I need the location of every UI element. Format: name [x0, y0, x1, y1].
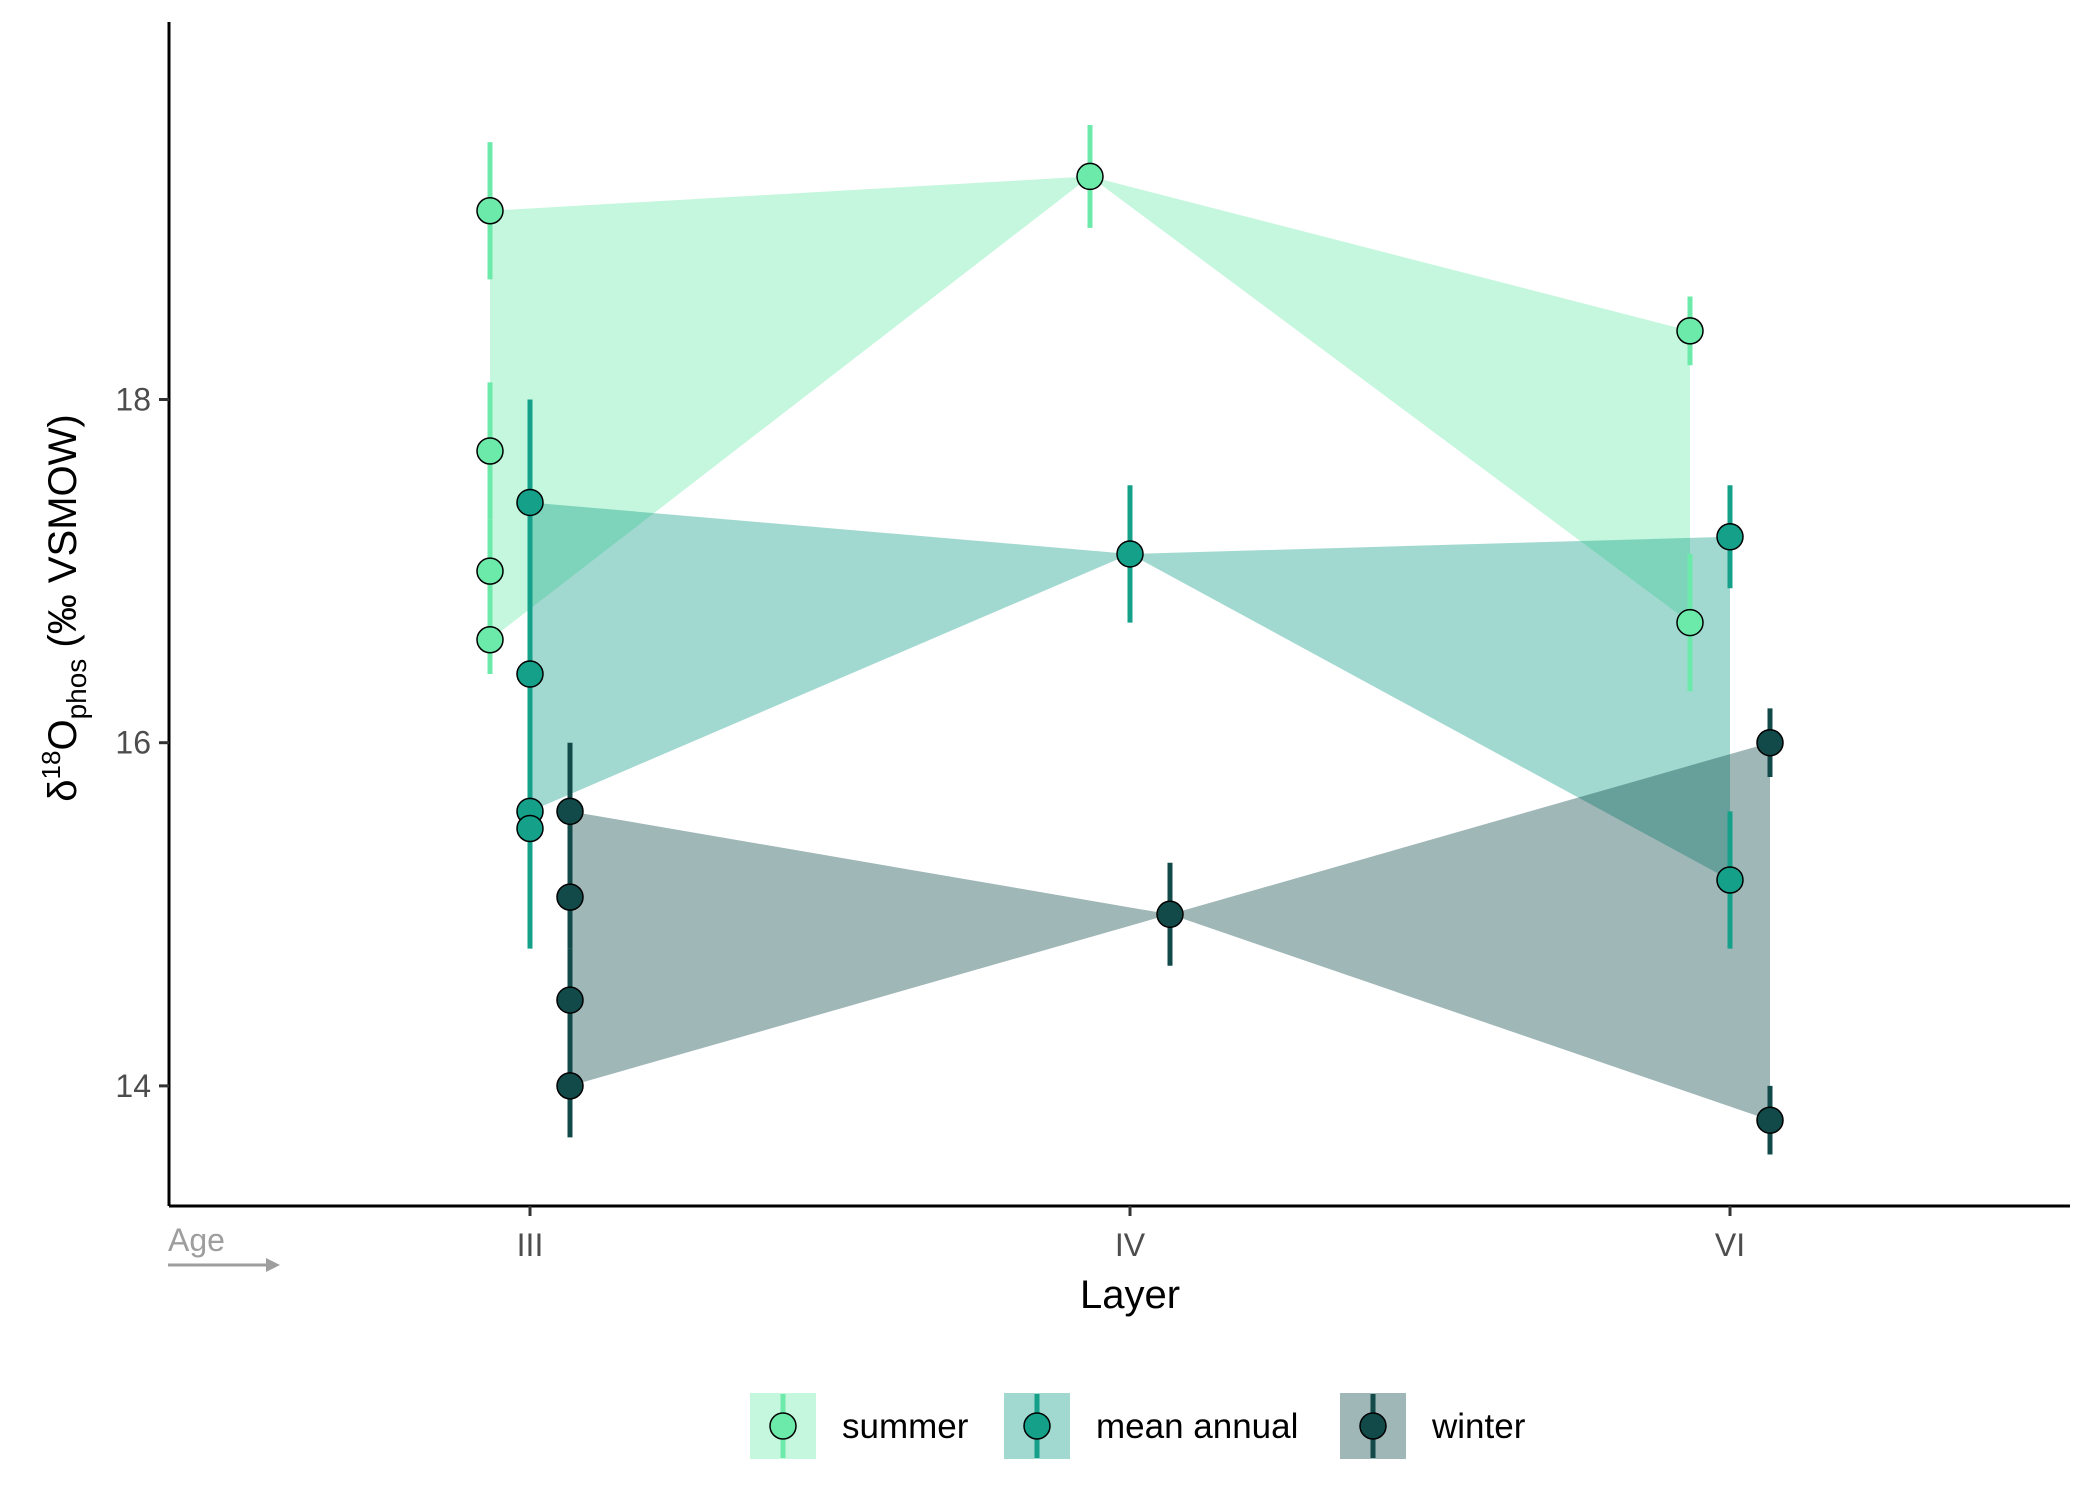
point-winter [556, 883, 584, 911]
point-winter [1156, 900, 1184, 929]
point-winter [556, 797, 584, 826]
point-summer [476, 625, 504, 654]
point-mean-annual [1716, 523, 1744, 551]
age-label: Age [168, 1222, 225, 1258]
y-ticks: 14 16 18 [115, 382, 169, 1104]
legend-key-point [1023, 1412, 1051, 1440]
x-ticks: III IV VI [517, 1206, 1745, 1263]
range-band-summer [490, 176, 1690, 640]
point-mean-annual [516, 488, 544, 517]
x-axis-title: Layer [1080, 1273, 1180, 1317]
point-summer [476, 197, 504, 225]
range-band-winter [570, 742, 1770, 1121]
legend-label: summer [842, 1407, 969, 1446]
legend: summer mean annual winter [750, 1393, 1526, 1459]
range-bands [490, 176, 1770, 1121]
x-tick-label: VI [1715, 1227, 1745, 1263]
point-winter [1756, 1106, 1784, 1134]
point-summer [476, 437, 504, 465]
y-tick-label: 18 [115, 382, 151, 418]
data-points [476, 162, 1784, 1134]
legend-label: winter [1431, 1407, 1526, 1446]
point-winter [1756, 728, 1784, 757]
x-tick-label: III [517, 1227, 544, 1263]
point-summer [1076, 162, 1104, 191]
point-winter [556, 1072, 584, 1100]
legend-label: mean annual [1096, 1407, 1298, 1446]
y-axis-title: δ18Ophos (‰ VSMOW) [36, 414, 92, 801]
x-tick-label: IV [1115, 1227, 1146, 1263]
point-mean-annual [1716, 866, 1744, 894]
y-tick-label: 14 [115, 1068, 151, 1104]
legend-item-summer: summer [750, 1393, 969, 1459]
point-winter [556, 986, 584, 1014]
legend-item-mean-annual: mean annual [1004, 1393, 1298, 1459]
range-band-mean-annual [530, 502, 1730, 880]
point-summer [1676, 608, 1704, 637]
legend-key-point [769, 1412, 797, 1440]
point-mean-annual [516, 814, 544, 843]
point-summer [1676, 317, 1704, 345]
legend-key-point [1359, 1412, 1387, 1440]
legend-item-winter: winter [1340, 1393, 1526, 1459]
point-mean-annual [516, 660, 544, 688]
y-tick-label: 16 [115, 725, 151, 761]
point-mean-annual [1116, 540, 1144, 568]
point-summer [476, 557, 504, 585]
age-arrow [168, 1258, 280, 1272]
